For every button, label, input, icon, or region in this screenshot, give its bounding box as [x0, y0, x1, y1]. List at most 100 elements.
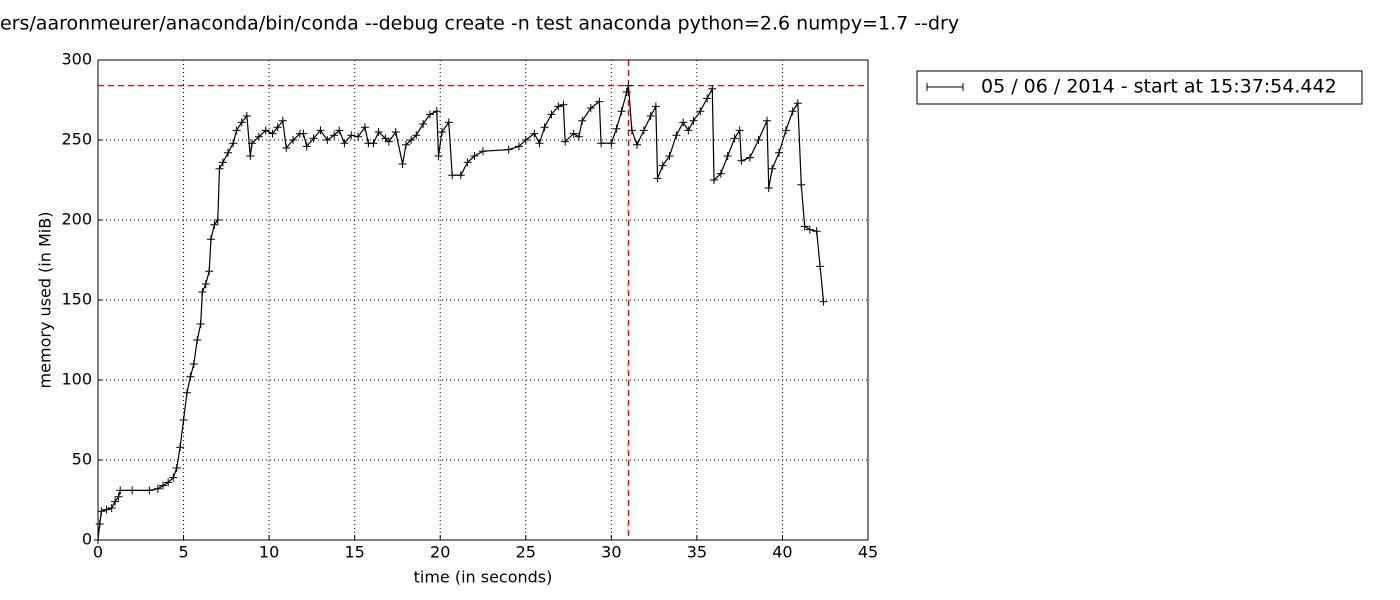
point-marker: [193, 336, 202, 344]
point-marker: [330, 131, 339, 140]
point-marker: [248, 139, 256, 148]
point-marker: [754, 136, 763, 144]
point-marker: [651, 102, 660, 111]
point-marker: [391, 128, 400, 136]
point-marker: [597, 139, 606, 148]
point-marker: [302, 142, 311, 151]
x-tick-label: 30: [601, 543, 621, 562]
point-marker: [201, 280, 210, 288]
point-marker: [289, 136, 298, 144]
point-marker: [793, 99, 802, 108]
point-marker: [182, 388, 191, 397]
x-tick-label: 5: [178, 543, 188, 562]
point-marker: [540, 123, 549, 132]
point-marker: [679, 118, 688, 127]
point-marker: [710, 176, 718, 184]
point-marker: [800, 222, 809, 231]
point-marker: [665, 152, 674, 160]
legend-marker: [926, 83, 964, 91]
y-axis-label: memory used (in MiB): [36, 212, 55, 389]
point-marker: [653, 174, 662, 183]
x-tick-label: 15: [344, 543, 364, 562]
point-marker: [198, 288, 207, 296]
series-line: [97, 85, 825, 541]
point-marker: [456, 171, 465, 180]
point-marker: [299, 129, 308, 138]
point-marker: [412, 131, 421, 140]
point-marker: [282, 144, 291, 152]
point-marker: [622, 88, 631, 96]
point-marker: [448, 171, 457, 180]
point-marker: [374, 128, 383, 136]
point-marker: [530, 129, 539, 138]
point-marker: [764, 184, 773, 192]
point-marker: [816, 262, 825, 271]
point-marker: [102, 505, 111, 514]
point-marker: [407, 136, 416, 144]
point-marker: [107, 504, 116, 512]
point-marker: [745, 153, 754, 162]
x-tick-label: 0: [93, 543, 103, 562]
point-marker: [689, 116, 698, 125]
point-marker: [425, 110, 434, 119]
point-marker: [819, 297, 828, 306]
x-tick-label: 45: [858, 543, 878, 562]
y-tick-label: 200: [61, 210, 92, 229]
point-marker: [172, 464, 181, 472]
point-marker: [145, 486, 154, 495]
point-marker: [559, 100, 568, 109]
point-marker: [788, 107, 797, 116]
point-marker: [617, 107, 626, 116]
point-marker: [114, 492, 123, 501]
point-marker: [434, 152, 443, 160]
point-marker: [229, 139, 238, 148]
point-marker: [781, 126, 790, 135]
point-marker: [716, 169, 725, 178]
point-marker: [432, 107, 441, 116]
point-marker: [176, 443, 185, 452]
point-marker: [164, 478, 173, 487]
legend-box: [916, 70, 1363, 105]
point-marker: [607, 139, 616, 148]
x-tick-label: 35: [687, 543, 707, 562]
point-marker: [763, 116, 772, 125]
x-tick-label: 10: [259, 543, 279, 562]
point-marker: [169, 473, 178, 482]
point-marker: [768, 164, 777, 173]
point-marker: [723, 152, 732, 160]
point-marker: [569, 129, 578, 138]
point-marker: [153, 484, 162, 493]
point-marker: [470, 152, 479, 160]
point-marker: [437, 128, 446, 136]
x-tick-label: 20: [430, 543, 450, 562]
point-marker: [384, 137, 393, 146]
point-marker: [730, 134, 739, 143]
point-marker: [627, 126, 636, 135]
point-marker: [633, 140, 641, 149]
point-marker: [708, 84, 717, 93]
point-marker: [215, 164, 224, 173]
x-tick-label: 25: [516, 543, 536, 562]
point-marker: [369, 139, 378, 148]
point-marker: [561, 137, 570, 146]
point-marker: [805, 225, 814, 234]
point-marker: [224, 148, 233, 157]
point-marker: [684, 126, 693, 135]
point-marker: [639, 126, 648, 135]
point-marker: [242, 112, 251, 120]
point-marker: [547, 110, 556, 119]
point-marker: [246, 152, 255, 160]
point-marker: [210, 220, 219, 229]
y-tick-label: 0: [82, 530, 92, 549]
point-marker: [97, 507, 106, 516]
point-marker: [340, 139, 349, 148]
point-marker: [504, 145, 513, 154]
point-marker: [237, 118, 246, 127]
point-marker: [658, 161, 667, 170]
point-marker: [479, 147, 487, 156]
point-marker: [261, 126, 270, 135]
point-marker: [159, 481, 168, 490]
point-marker: [797, 180, 806, 189]
point-marker: [574, 132, 583, 141]
